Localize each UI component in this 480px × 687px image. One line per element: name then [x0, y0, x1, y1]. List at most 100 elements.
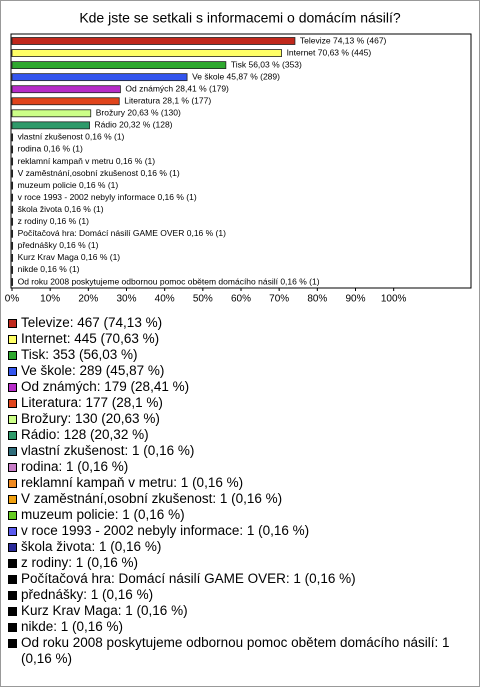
legend-label: Internet: 445 (70,63 %)	[21, 331, 160, 346]
legend-label: rodina: 1 (0,16 %)	[21, 459, 129, 474]
legend-item: reklamní kampaň v metru: 1 (0,16 %)	[7, 475, 469, 491]
legend-item: Tisk: 353 (56,03 %)	[7, 347, 469, 363]
bar	[11, 266, 14, 274]
value-label: Rádio 20,32 % (128)	[95, 120, 173, 130]
legend-label: Od roku 2008 poskytujeme odbornou pomoc …	[21, 635, 450, 666]
legend-label: V zaměstnání,osobní zkušenost: 1 (0,16 %…	[21, 491, 283, 506]
legend-item: rodina: 1 (0,16 %)	[7, 459, 469, 475]
bar	[11, 253, 14, 262]
legend-label: Literatura: 177 (28,1 %)	[21, 395, 163, 410]
legend-item: Brožury: 130 (20,63 %)	[7, 411, 469, 427]
legend-item: v roce 1993 - 2002 nebyly informace: 1 (…	[7, 523, 469, 539]
x-tick-label: 30%	[116, 294, 136, 305]
value-label: rodina 0,16 % (1)	[18, 144, 83, 154]
value-label: Kurz Krav Maga 0,16 % (1)	[18, 252, 121, 262]
legend-swatch	[8, 511, 17, 520]
value-label: z rodiny 0,16 % (1)	[18, 216, 90, 226]
bar	[11, 278, 14, 286]
value-label: Ve škole 45,87 % (289)	[192, 71, 280, 81]
bar	[11, 229, 14, 238]
bar	[11, 241, 14, 250]
legend-item: Ve škole: 289 (45,87 %)	[7, 363, 469, 379]
legend-swatch	[8, 639, 17, 648]
x-tick-label: 100%	[381, 294, 407, 305]
legend-label: Počítačová hra: Domácí násilí GAME OVER:…	[21, 571, 356, 586]
legend-swatch	[8, 431, 17, 440]
bar	[11, 145, 14, 154]
legend-label: vlastní zkušenost: 1 (0,16 %)	[21, 443, 195, 458]
value-label: Od známých 28,41 % (179)	[125, 83, 229, 93]
legend-label: Od známých: 179 (28,41 %)	[21, 379, 190, 394]
legend-swatch	[8, 447, 17, 456]
legend-swatch	[8, 383, 17, 392]
legend-label: Rádio: 128 (20,32 %)	[21, 427, 149, 442]
legend-swatch	[8, 479, 17, 488]
legend-swatch	[8, 607, 17, 616]
value-label: Brožury 20,63 % (130)	[96, 108, 181, 118]
legend-item: vlastní zkušenost: 1 (0,16 %)	[7, 443, 469, 459]
legend-label: Ve škole: 289 (45,87 %)	[21, 363, 165, 378]
bar	[11, 109, 92, 118]
bar	[11, 73, 188, 82]
legend-label: reklamní kampaň v metru: 1 (0,16 %)	[21, 475, 244, 490]
legend-label: Televize: 467 (74,13 %)	[21, 315, 163, 330]
value-label: Počítačová hra: Domácí násilí GAME OVER …	[18, 228, 226, 238]
bar	[11, 61, 227, 69]
legend-item: muzeum policie: 1 (0,16 %)	[7, 507, 469, 523]
legend-item: nikde: 1 (0,16 %)	[7, 619, 469, 635]
legend-item: Televize: 467 (74,13 %)	[7, 315, 469, 331]
x-tick-label: 70%	[269, 294, 289, 305]
x-tick-label: 10%	[40, 294, 60, 305]
legend-swatch	[8, 543, 17, 552]
value-label: škola života 0,16 % (1)	[18, 204, 104, 214]
x-tick-label: 50%	[193, 294, 213, 305]
legend-label: z rodiny: 1 (0,16 %)	[21, 555, 139, 570]
legend-label: nikde: 1 (0,16 %)	[21, 619, 124, 634]
value-label: V zaměstnání,osobní zkušenost 0,16 % (1)	[18, 168, 180, 178]
value-label: Televize 74,13 % (467)	[300, 35, 387, 45]
x-tick-label: 40%	[155, 294, 175, 305]
legend-item: Od roku 2008 poskytujeme odbornou pomoc …	[7, 635, 469, 667]
value-label: reklamní kampaň v metru 0,16 % (1)	[18, 156, 156, 166]
legend-swatch	[8, 591, 17, 600]
value-label: muzeum policie 0,16 % (1)	[18, 180, 119, 190]
legend-swatch	[8, 559, 17, 568]
chart-title: Kde jste se setkali s informacemi o domá…	[79, 10, 401, 26]
legend: Televize: 467 (74,13 %) Internet: 445 (70…	[7, 315, 469, 667]
x-tick-label: 60%	[231, 294, 251, 305]
bar	[11, 85, 121, 94]
legend-label: Kurz Krav Maga: 1 (0,16 %)	[21, 603, 188, 618]
value-label: Literatura 28,1 % (177)	[124, 96, 211, 106]
value-label: vlastní zkušenost 0,16 % (1)	[18, 132, 125, 142]
legend-swatch	[8, 463, 17, 472]
legend-label: v roce 1993 - 2002 nebyly informace: 1 (…	[21, 523, 310, 538]
legend-swatch	[8, 623, 17, 632]
legend-item: Literatura: 177 (28,1 %)	[7, 395, 469, 411]
legend-item: škola života: 1 (0,16 %)	[7, 539, 469, 555]
legend-swatch	[8, 319, 17, 328]
bar	[11, 37, 296, 45]
legend-swatch	[8, 335, 17, 344]
legend-item: Počítačová hra: Domácí násilí GAME OVER:…	[7, 571, 469, 587]
legend-swatch	[8, 367, 17, 376]
legend-swatch	[8, 399, 17, 408]
value-label: přednášky 0,16 % (1)	[18, 240, 99, 250]
x-tick-label: 0%	[5, 294, 20, 305]
legend-item: Od známých: 179 (28,41 %)	[7, 379, 469, 395]
chart: Kde jste se setkali s informacemi o domá…	[5, 10, 472, 305]
value-label: v roce 1993 - 2002 nebyly informace 0,16…	[18, 192, 197, 202]
legend-item: Rádio: 128 (20,32 %)	[7, 427, 469, 443]
legend-label: škola života: 1 (0,16 %)	[21, 539, 162, 554]
x-tick-label: 20%	[78, 294, 98, 305]
legend-item: z rodiny: 1 (0,16 %)	[7, 555, 469, 571]
legend-label: Tisk: 353 (56,03 %)	[21, 347, 138, 362]
legend-item: přednášky: 1 (0,16 %)	[7, 587, 469, 603]
bar	[11, 181, 14, 190]
x-tick-label: 90%	[345, 294, 365, 305]
bar	[11, 157, 14, 166]
legend-swatch	[8, 415, 17, 424]
legend-item: Internet: 445 (70,63 %)	[7, 331, 469, 347]
bar	[11, 205, 14, 214]
legend-swatch	[8, 495, 17, 504]
